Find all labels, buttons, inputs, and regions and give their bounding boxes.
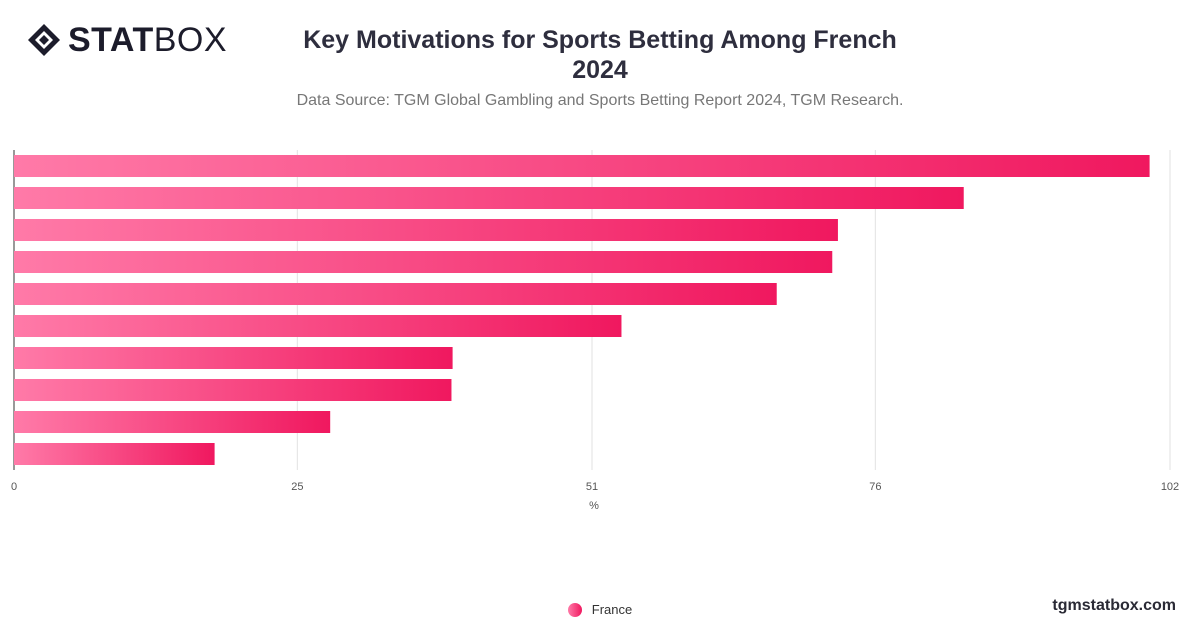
bar[interactable] [14,187,964,209]
bar[interactable] [14,315,622,337]
bar[interactable] [14,379,452,401]
legend-label: France [591,602,633,617]
bar[interactable] [14,347,453,369]
x-tick-label: 51 [586,481,598,493]
bar[interactable] [14,411,331,433]
chart-title-line2: 2024 [572,56,628,84]
x-tick-label: 25 [291,481,303,493]
diamond-logo-icon [28,24,60,56]
x-axis-label: % [589,500,599,512]
statbox-logo: STATBOX [26,22,227,58]
bar[interactable] [14,155,1150,177]
x-tick-label: 76 [869,481,881,493]
chart-title-line1: Key Motivations for Sports Betting Among… [303,26,897,54]
chart-subtitle: Data Source: TGM Global Gambling and Spo… [296,92,904,109]
logo-wordmark: STATBOX [68,22,227,58]
chart-title: Key Motivations for Sports Betting Among… [250,25,950,85]
logo-light-text: BOX [153,21,228,59]
x-tick-label: 102 [1161,481,1179,493]
watermark: tgmstatbox.com [1052,597,1176,614]
bar[interactable] [14,251,833,273]
chart-legend: France [0,602,1200,617]
bar[interactable] [14,219,838,241]
bar[interactable] [14,283,777,305]
logo-bold-text: STAT [68,21,154,59]
bar[interactable] [14,443,215,465]
bars [14,155,1150,465]
x-tick-label: 0 [11,481,17,493]
legend-marker-icon [567,602,582,617]
x-axis-ticks: 0 25 51 76 102 [11,481,1179,493]
